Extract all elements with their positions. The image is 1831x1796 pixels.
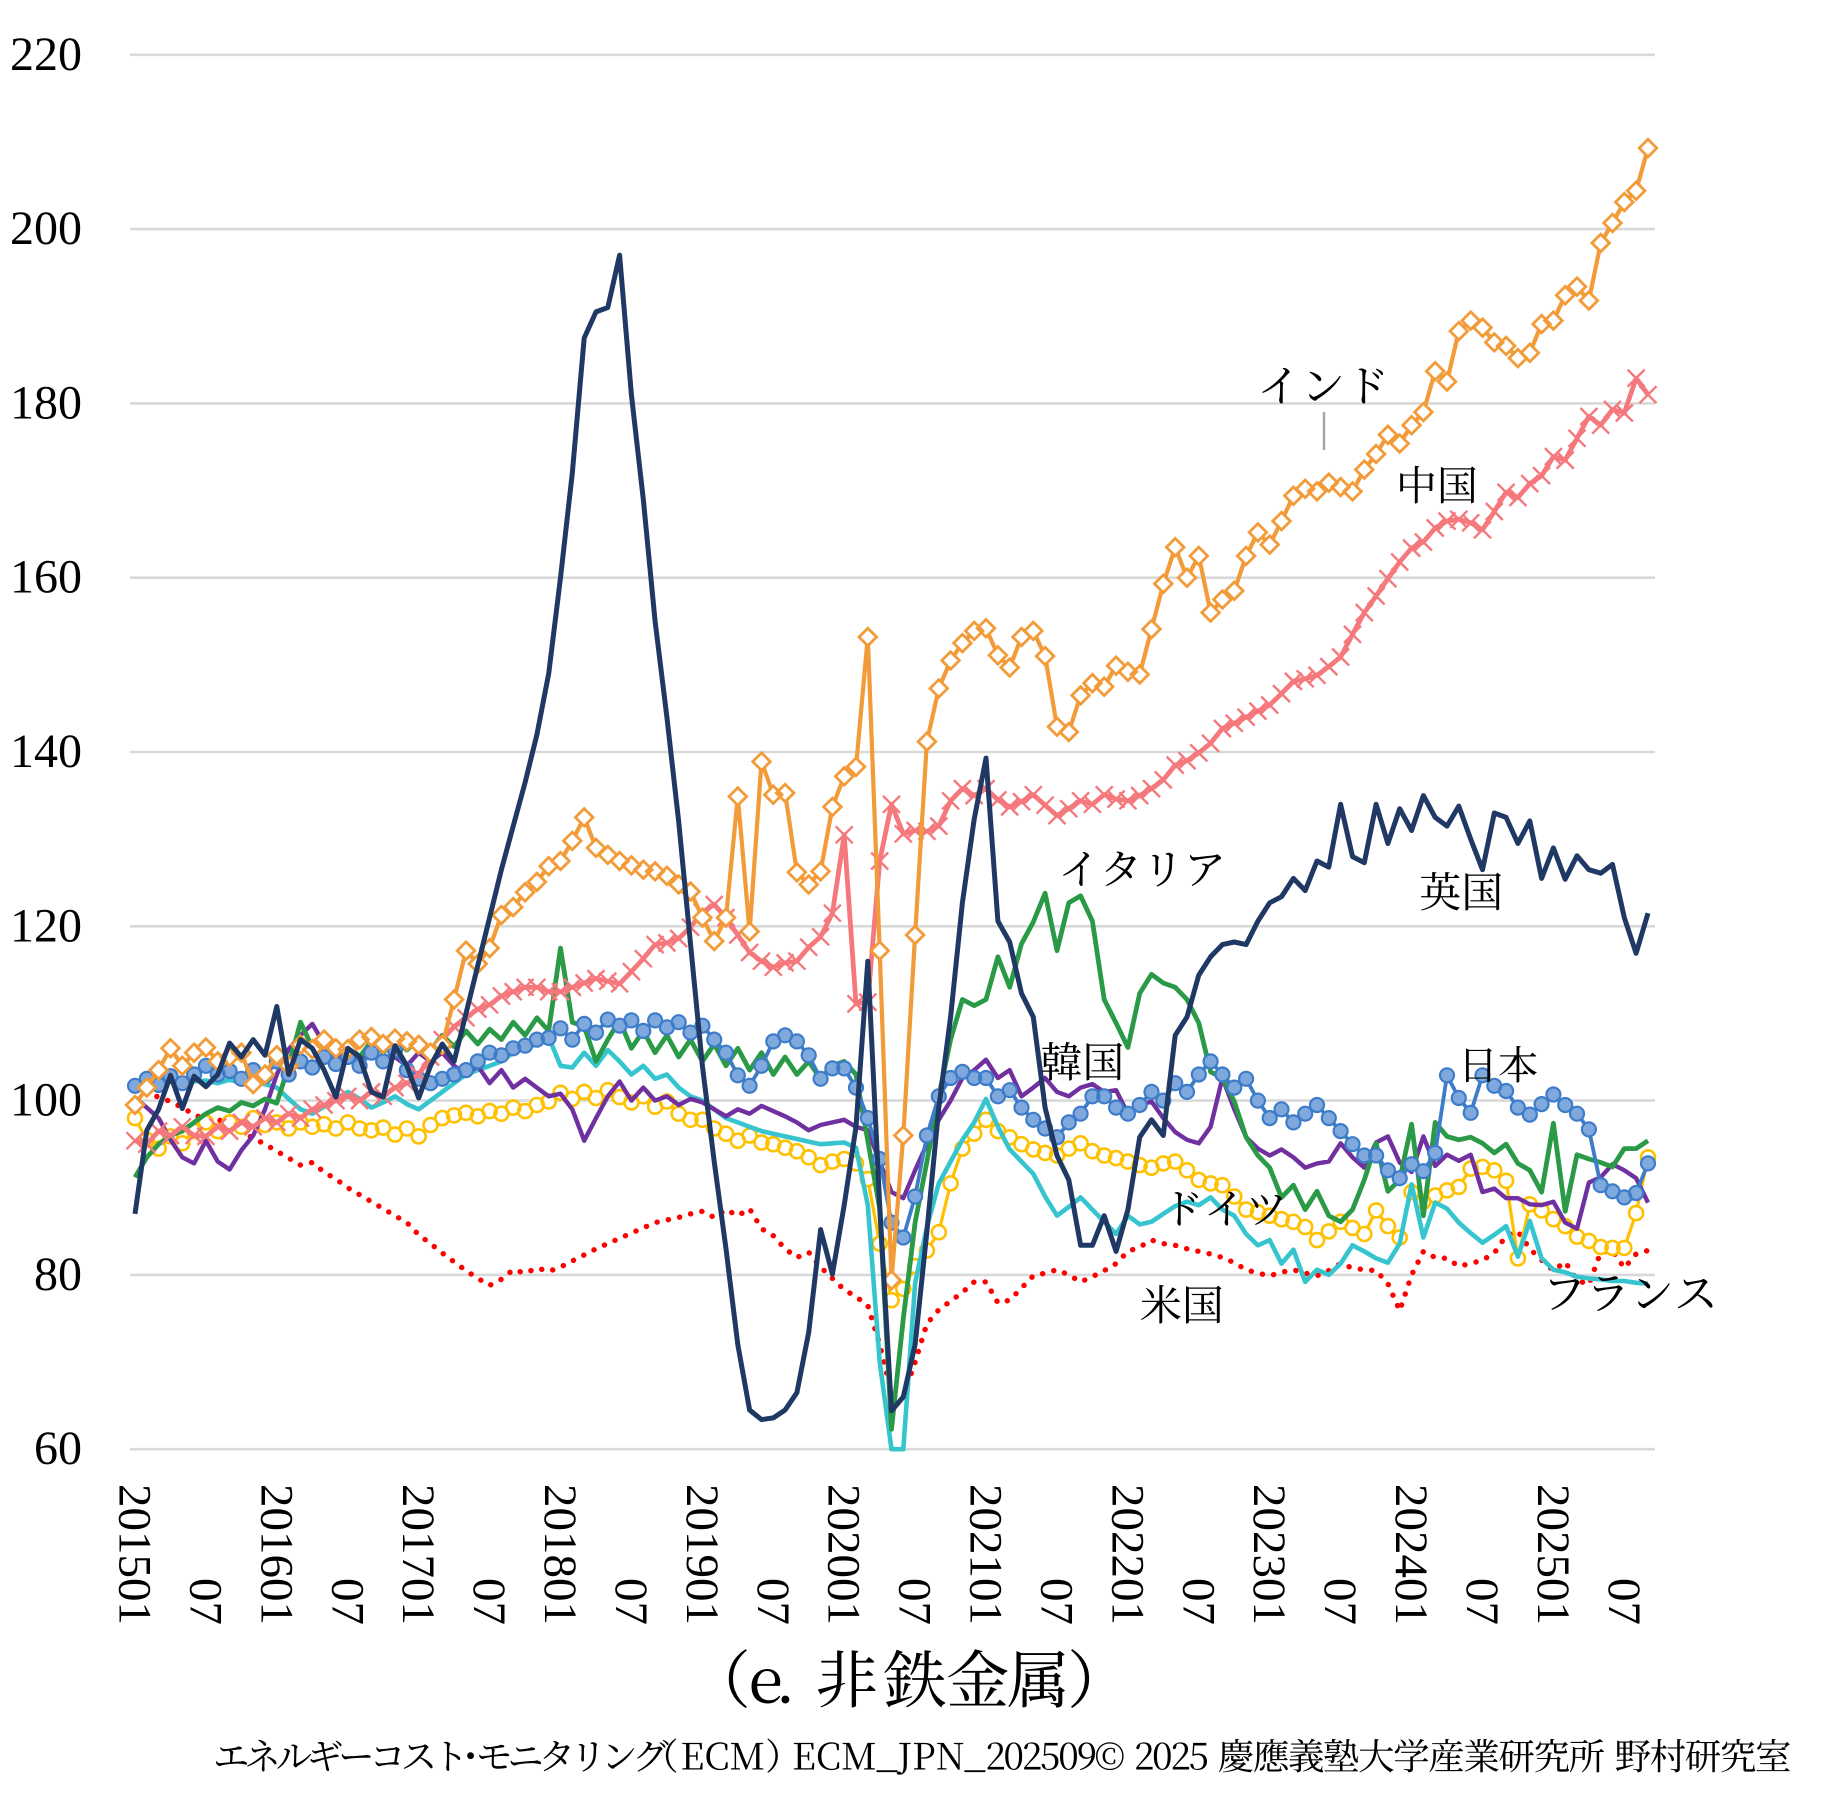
svg-text:200: 200 (10, 202, 82, 255)
svg-text:07: 07 (889, 1578, 941, 1625)
svg-text:120: 120 (10, 899, 82, 952)
svg-text:07: 07 (1031, 1578, 1083, 1625)
svg-text:201801: 201801 (534, 1484, 586, 1625)
svg-text:60: 60 (34, 1422, 82, 1475)
svg-text:201901: 201901 (676, 1484, 728, 1625)
svg-text:140: 140 (10, 725, 82, 778)
svg-text:07: 07 (747, 1578, 799, 1625)
svg-text:07: 07 (1598, 1578, 1650, 1625)
svg-text:07: 07 (1172, 1578, 1224, 1625)
svg-text:07: 07 (1314, 1578, 1366, 1625)
svg-text:202401: 202401 (1385, 1484, 1437, 1625)
svg-text:201601: 201601 (250, 1484, 302, 1625)
svg-text:201501: 201501 (109, 1484, 161, 1625)
svg-text:202201: 202201 (1101, 1484, 1153, 1625)
svg-text:07: 07 (605, 1578, 657, 1625)
svg-text:202501: 202501 (1527, 1484, 1579, 1625)
svg-text:202001: 202001 (818, 1484, 870, 1625)
svg-text:07: 07 (321, 1578, 373, 1625)
svg-text:202101: 202101 (960, 1484, 1012, 1625)
svg-text:07: 07 (463, 1578, 515, 1625)
svg-text:07: 07 (1456, 1578, 1508, 1625)
svg-text:202301: 202301 (1243, 1484, 1295, 1625)
svg-text:80: 80 (34, 1248, 82, 1301)
svg-text:220: 220 (10, 28, 82, 81)
svg-text:100: 100 (10, 1074, 82, 1127)
svg-text:201701: 201701 (392, 1484, 444, 1625)
svg-text:07: 07 (179, 1578, 231, 1625)
svg-text:180: 180 (10, 376, 82, 429)
svg-text:160: 160 (10, 551, 82, 604)
